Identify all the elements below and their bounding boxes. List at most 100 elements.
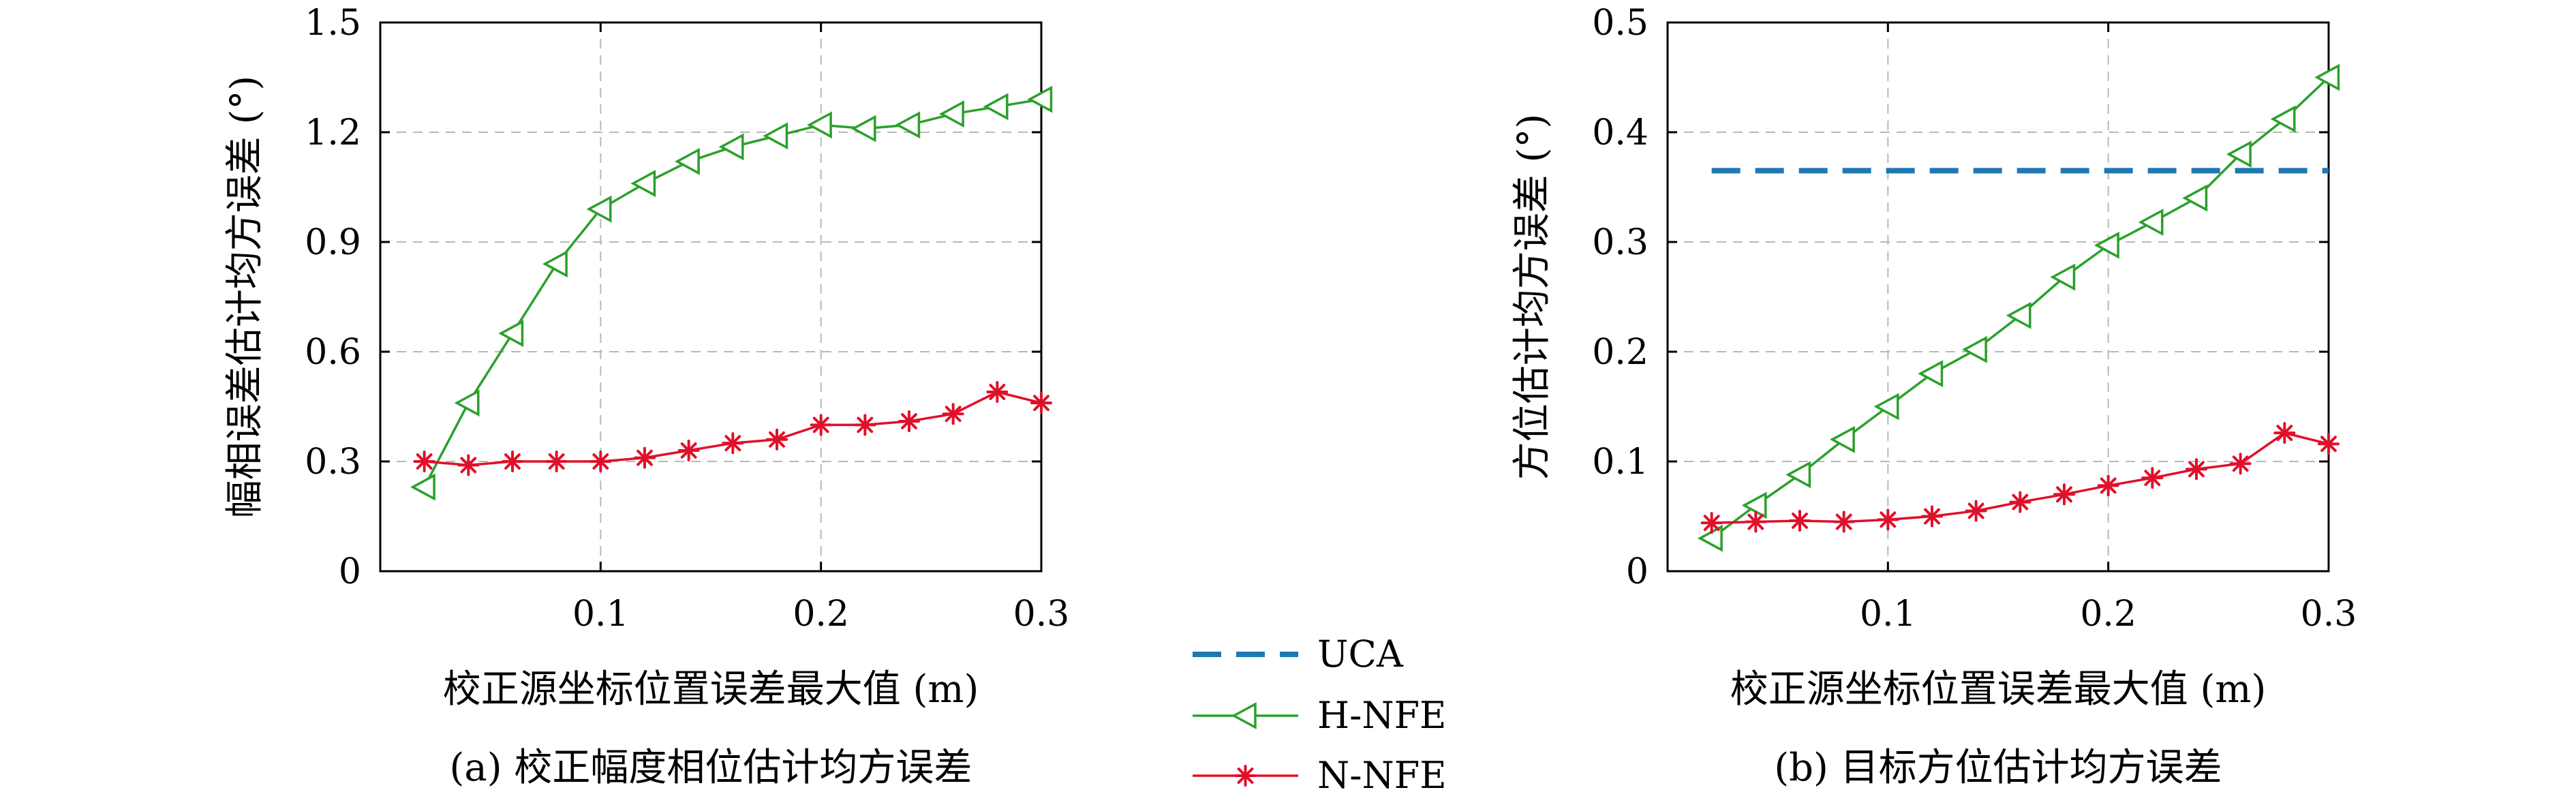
- data-point-h-nfe: [2006, 301, 2031, 329]
- data-point-h-nfe: [2138, 209, 2164, 236]
- data-point-n-nfe: [589, 451, 612, 472]
- x-tick-label: 0.2: [2080, 594, 2136, 635]
- data-point-h-nfe: [895, 111, 921, 139]
- data-point-h-nfe: [983, 93, 1009, 121]
- data-point-h-nfe: [586, 195, 612, 223]
- panel-caption: (a) 校正幅度相位估计均方误差: [450, 746, 972, 790]
- data-point-n-nfe: [2053, 483, 2075, 506]
- x-tick-label: 0.1: [572, 594, 629, 635]
- y-tick-label: 0.6: [305, 332, 361, 373]
- x-tick-label: 0.3: [1013, 594, 1070, 635]
- panel-caption: (b) 目标方位估计均方误差: [1774, 746, 2222, 790]
- data-point-h-nfe: [1027, 85, 1053, 113]
- data-point-n-nfe: [1921, 505, 1943, 528]
- data-point-h-nfe: [542, 250, 568, 278]
- y-tick-label: 0: [1626, 551, 1649, 592]
- data-point-n-nfe: [1789, 509, 1811, 532]
- x-tick-label: 0.2: [793, 594, 849, 635]
- x-tick-label: 0.3: [2301, 594, 2357, 635]
- data-point-n-nfe: [457, 454, 480, 476]
- data-point-h-nfe: [1741, 491, 1767, 519]
- series-h-nfe: [1697, 63, 2340, 552]
- y-tick-label: 1.2: [305, 112, 361, 153]
- series-n-nfe: [413, 381, 1052, 476]
- data-point-h-nfe: [938, 100, 964, 128]
- data-point-h-nfe: [1873, 393, 1899, 421]
- legend-label-uca: UCA: [1317, 633, 1404, 675]
- data-point-h-nfe: [1829, 425, 1855, 453]
- data-point-h-nfe: [2182, 184, 2208, 212]
- data-point-n-nfe: [722, 432, 744, 455]
- series-line-h-nfe: [423, 97, 1042, 488]
- data-point-h-nfe: [763, 122, 788, 150]
- data-point-h-nfe: [2050, 263, 2076, 291]
- chart-panel-a: 0 0.3 0.6 0.9 1.2 1.5 0.1 0.2 0.3 校正源坐标位置误差最大值 (m…: [223, 3, 1069, 790]
- x-tick-label: 0.1: [1860, 594, 1916, 635]
- data-point-h-nfe: [1918, 360, 1944, 388]
- legend-entry-n-nfe: N-NFE: [1193, 754, 1447, 797]
- data-point-n-nfe: [942, 403, 964, 425]
- y-tick-label: 0.9: [305, 222, 361, 263]
- y-tick-label: 0.3: [305, 442, 361, 483]
- plot-frame: [1666, 21, 2330, 573]
- data-point-h-nfe: [674, 147, 700, 175]
- chart-panel-b: 0 0.1 0.2 0.3 0.4 0.5 0.1 0.2 0.3 校正源坐标位置误差最大值 (m…: [1510, 3, 2357, 790]
- data-point-n-nfe: [634, 446, 656, 469]
- series-h-nfe: [410, 85, 1053, 501]
- data-point-n-nfe: [545, 451, 568, 472]
- data-point-h-nfe: [1785, 461, 1811, 489]
- data-point-n-nfe: [1745, 511, 1767, 533]
- x-axis-title: 校正源坐标位置误差最大值 (m): [443, 667, 979, 712]
- legend-entry-uca: UCA: [1193, 633, 1404, 675]
- legend-label-h-nfe: H-NFE: [1317, 694, 1446, 737]
- plot-frame: [379, 21, 1043, 573]
- y-tick-label: 1.5: [305, 3, 361, 44]
- legend-entry-h-nfe: H-NFE: [1193, 694, 1446, 737]
- y-axis-title: 方位估计均方误差 (°): [1510, 114, 1554, 481]
- legend: UCA H-NFE N-NFE: [1193, 633, 1447, 797]
- data-point-n-nfe: [2229, 453, 2252, 475]
- y-axis-title: 幅相误差估计均方误差 (°): [223, 76, 267, 519]
- data-point-h-nfe: [498, 320, 524, 348]
- data-point-n-nfe: [677, 439, 700, 461]
- data-point-n-nfe: [1877, 508, 1899, 531]
- data-point-h-nfe: [850, 115, 876, 142]
- data-point-n-nfe: [2318, 433, 2340, 455]
- data-point-h-nfe: [1961, 335, 1987, 363]
- data-point-h-nfe: [410, 473, 435, 501]
- y-tick-label: 0.5: [1592, 3, 1649, 44]
- data-point-h-nfe: [2270, 105, 2296, 133]
- data-point-n-nfe: [502, 451, 523, 472]
- series-line-n-nfe: [424, 391, 1042, 467]
- data-point-n-nfe: [986, 381, 1009, 404]
- y-tick-label: 0.4: [1592, 112, 1649, 153]
- y-tick-label: 0: [339, 551, 361, 592]
- triangle-left-icon: [1231, 702, 1257, 729]
- data-point-n-nfe: [413, 451, 435, 472]
- data-point-n-nfe: [1965, 500, 1987, 522]
- data-point-n-nfe: [1833, 511, 1855, 533]
- data-point-n-nfe: [1030, 392, 1052, 414]
- y-tick-label: 0.2: [1592, 332, 1649, 373]
- asterisk-icon: [1234, 765, 1257, 787]
- legend-label-n-nfe: N-NFE: [1317, 754, 1447, 797]
- data-point-n-nfe: [2273, 422, 2296, 444]
- data-point-h-nfe: [2094, 231, 2119, 259]
- data-point-h-nfe: [2314, 63, 2340, 91]
- data-point-n-nfe: [2097, 474, 2119, 497]
- y-tick-label: 0.1: [1592, 442, 1649, 483]
- data-point-h-nfe: [806, 111, 832, 139]
- x-axis-title: 校正源坐标位置误差最大值 (m): [1730, 667, 2267, 712]
- data-point-n-nfe: [898, 410, 920, 432]
- data-point-n-nfe: [2141, 467, 2164, 489]
- data-point-n-nfe: [1700, 512, 1723, 534]
- data-point-n-nfe: [2009, 491, 2031, 513]
- series-n-nfe: [1700, 422, 2340, 534]
- y-tick-label: 0.3: [1592, 222, 1649, 263]
- data-point-h-nfe: [2226, 140, 2252, 168]
- data-point-h-nfe: [454, 389, 480, 417]
- data-point-h-nfe: [630, 170, 656, 198]
- data-point-h-nfe: [718, 133, 744, 161]
- data-point-n-nfe: [854, 414, 876, 436]
